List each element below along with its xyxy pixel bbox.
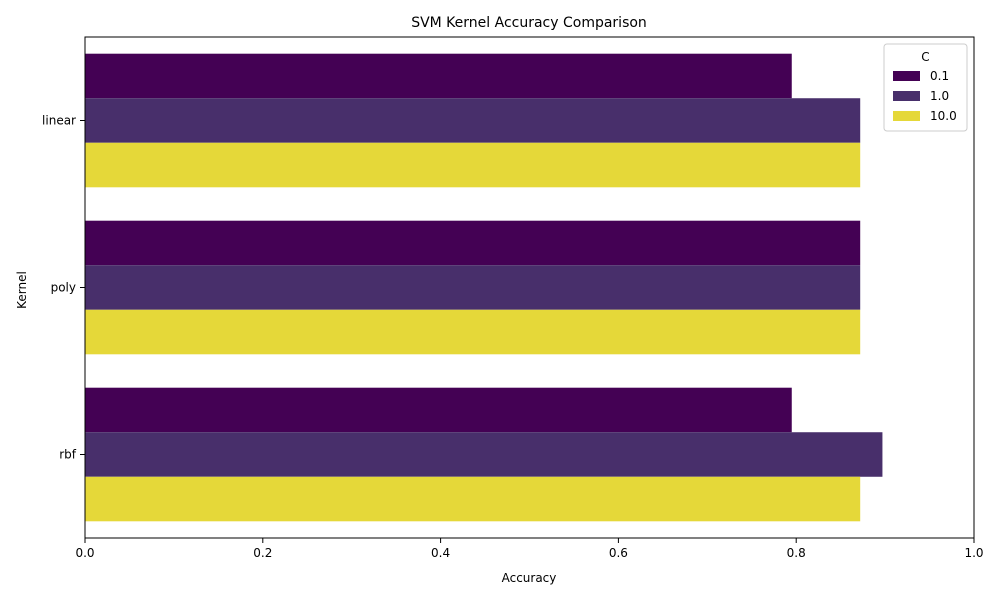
x-tick-label: 0.8 [787,546,806,560]
x-axis-ticks: 0.0 0.2 0.4 0.6 0.8 1.0 [75,538,984,560]
legend-label-10_0: 10.0 [930,109,957,123]
legend-swatch-10_0 [893,111,920,121]
legend: C0.1 1.0 10.0 [883,43,968,132]
x-tick-label: 1.0 [964,546,983,560]
y-tick-label-rbf: rbf [59,448,77,462]
legend-swatch-1_0 [893,91,920,101]
bar-poly-c-0_1 [85,220,861,266]
bar-rbf-c-10_0 [85,476,861,522]
x-tick-label: 0.4 [431,546,450,560]
y-axis-ticks: linear poly rbf [42,114,85,462]
bar-rbf-c-1_0 [85,432,883,477]
y-axis-label: Kernel [15,271,29,309]
legend-title: C [921,50,929,64]
bar-poly-c-10_0 [85,309,861,355]
bar-poly-c-1_0 [85,265,861,310]
bar-linear-c-1_0 [85,98,861,143]
legend-label-1_0: 1.0 [930,89,949,103]
legend-box [883,43,968,132]
bar-rbf-c-0_1 [85,387,792,433]
chart-title: SVM Kernel Accuracy Comparison [411,15,647,31]
legend-swatch-0_1 [893,71,920,81]
y-tick-label-linear: linear [42,114,76,128]
x-tick-label: 0.2 [253,546,272,560]
bar-linear-c-10_0 [85,142,861,188]
x-tick-label: 0.6 [609,546,628,560]
x-axis-label: Accuracy [502,571,557,585]
y-tick-label-poly: poly [51,281,76,295]
legend-label-0_1: 0.1 [930,69,949,83]
bar-linear-c-0_1 [85,53,792,99]
x-tick-label: 0.0 [75,546,94,560]
bars-group [85,53,883,522]
